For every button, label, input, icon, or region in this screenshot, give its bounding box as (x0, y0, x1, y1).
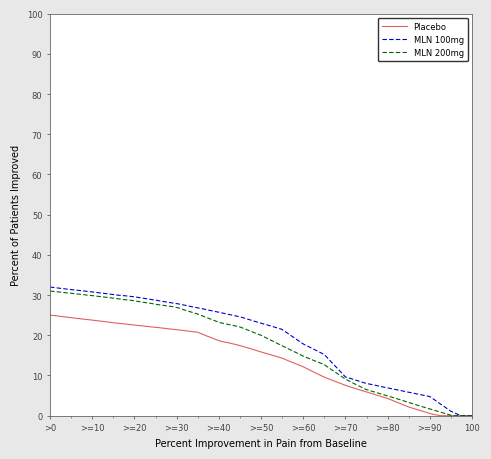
MLN 200mg (250, 330, 256, 335)
MLN 200mg (450, 413, 456, 419)
Line: MLN 100mg: MLN 100mg (50, 287, 472, 416)
Legend: Placebo, MLN 100mg, MLN 200mg: Placebo, MLN 100mg, MLN 200mg (378, 19, 468, 62)
Y-axis label: Percent of Patients Improved: Percent of Patients Improved (11, 145, 21, 285)
MLN 100mg (275, 326, 281, 331)
MLN 200mg (469, 413, 475, 419)
Placebo (250, 347, 256, 353)
MLN 200mg (298, 353, 304, 358)
MLN 100mg (393, 387, 399, 392)
MLN 100mg (298, 340, 304, 346)
Placebo (275, 354, 281, 360)
Placebo (393, 399, 399, 405)
Placebo (438, 413, 444, 419)
Placebo (247, 346, 253, 352)
MLN 200mg (460, 413, 465, 419)
MLN 200mg (47, 289, 53, 294)
MLN 200mg (393, 396, 399, 401)
Line: Placebo: Placebo (50, 315, 472, 416)
Placebo (469, 413, 475, 419)
MLN 100mg (250, 318, 256, 324)
Placebo (298, 364, 304, 369)
Placebo (460, 413, 465, 419)
MLN 100mg (47, 285, 53, 290)
Placebo (47, 313, 53, 318)
Line: MLN 200mg: MLN 200mg (50, 291, 472, 416)
MLN 100mg (469, 413, 475, 419)
MLN 100mg (458, 413, 464, 419)
MLN 100mg (460, 413, 465, 419)
MLN 100mg (247, 318, 253, 323)
MLN 200mg (247, 329, 253, 334)
X-axis label: Percent Improvement in Pain from Baseline: Percent Improvement in Pain from Baselin… (155, 438, 367, 448)
MLN 200mg (275, 341, 281, 347)
